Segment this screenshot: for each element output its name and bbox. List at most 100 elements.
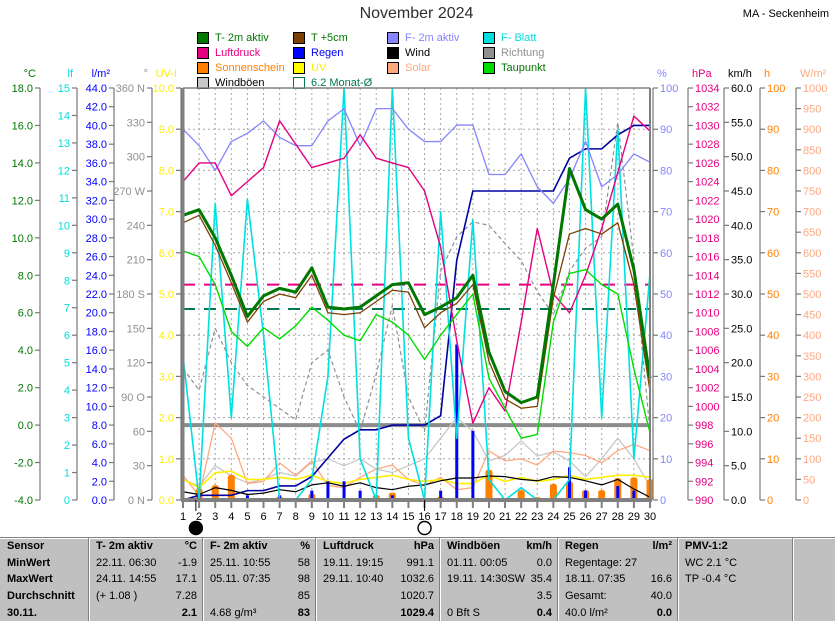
legend-label: 6.2 Monat-Ø — [311, 76, 373, 89]
lm2-tick-label: 22.0 — [86, 289, 107, 301]
x-day-label: 8 — [293, 511, 299, 523]
kmh-tick-label: 10.0 — [731, 426, 752, 438]
hpa-tick-label: 1034 — [695, 83, 719, 95]
x-day-label: 1 — [180, 511, 186, 523]
richtung-line — [182, 121, 651, 432]
legend-item-t-2m-aktiv: T- 2m aktiv — [197, 30, 293, 45]
table-cell-text: MinWert — [7, 556, 51, 569]
lf-tick-label: 15 — [58, 83, 70, 95]
table-cell-value: 85 — [297, 590, 310, 603]
x-day-label: 20 — [483, 511, 495, 523]
regen-bar — [616, 485, 620, 500]
h-tick-label: 70 — [767, 207, 779, 219]
table-row — [793, 555, 835, 572]
lm2-tick-label: 20.0 — [86, 308, 107, 320]
legend-swatch — [197, 61, 209, 74]
lm2-tick-label: 6.0 — [92, 439, 107, 451]
deg-tick-label: 90 O — [121, 392, 145, 404]
table-cell-value: -1.9 — [178, 556, 197, 569]
regen-bar — [584, 490, 588, 500]
legend-label: F- 2m aktiv — [405, 31, 460, 44]
x-day-label: 29 — [628, 511, 640, 523]
pct-tick-label: 30 — [660, 371, 672, 383]
sonnenschein-bar — [598, 490, 606, 500]
lm2-tick-label: 10.0 — [86, 401, 107, 413]
x-day-label: 14 — [386, 511, 398, 523]
uv-tick-label: 6.0 — [159, 248, 174, 260]
legend-item-sonnenschein: Sonnenschein — [197, 60, 293, 75]
hpa-axis-title: hPa — [692, 68, 712, 80]
wm2-tick-label: 900 — [803, 124, 821, 136]
table-cell-text: WC 2.1 °C — [685, 556, 738, 569]
kmh-axis-title: km/h — [728, 68, 752, 80]
regen-bar — [439, 490, 443, 500]
table-row: 24.11. 14:55 17.1 — [89, 571, 203, 588]
legend-item-windb-en: Windböen — [197, 75, 293, 90]
uv-tick-label: 5.0 — [159, 289, 174, 301]
lm2-tick-label: 18.0 — [86, 326, 107, 338]
legend-item-taupunkt: Taupunkt — [483, 60, 579, 75]
legend-item-t-5cm: T +5cm — [293, 30, 387, 45]
windboeen-line — [182, 416, 651, 487]
table-cell-text: 25.11. 10:55 — [210, 556, 271, 569]
wm2-tick-label: 0 — [803, 495, 809, 507]
h-axis-title: h — [764, 68, 770, 80]
hpa-tick-label: 998 — [695, 420, 713, 432]
table-cell-text: 01.11. 00:05 — [447, 556, 508, 569]
table-row: 05.11. 07:35 98 — [203, 571, 316, 588]
table-cell-text: T- 2m aktiv — [96, 540, 153, 553]
lf-tick-label: 8 — [64, 275, 70, 287]
legend-swatch — [387, 46, 399, 59]
table-col-pmv-1-2: PMV-1:2 WC 2.1 °C TP -0.4 °C — [677, 538, 793, 621]
uv-tick-label: 3.0 — [159, 371, 174, 383]
table-row: PMV-1:2 — [678, 538, 793, 555]
legend-label: F- Blatt — [501, 31, 537, 44]
lf-tick-label: 1 — [64, 468, 70, 480]
kmh-tick-label: 25.0 — [731, 323, 752, 335]
legend-swatch — [387, 61, 399, 74]
x-day-label: 15 — [402, 511, 414, 523]
x-day-label: 24 — [547, 511, 559, 523]
hpa-tick-label: 1018 — [695, 233, 719, 245]
table-cell-text: MaxWert — [7, 573, 53, 586]
x-day-label: 25 — [563, 511, 575, 523]
pct-tick-label: 50 — [660, 289, 672, 301]
lf-tick-label: 5 — [64, 358, 70, 370]
h-tick-label: 50 — [767, 289, 779, 301]
c-tick-label: -4.0 — [14, 495, 33, 507]
kmh-tick-label: 40.0 — [731, 220, 752, 232]
lf-tick-label: 7 — [64, 303, 70, 315]
pct-tick-label: 60 — [660, 248, 672, 260]
table-row: MaxWert — [0, 571, 88, 588]
deg-tick-label: 150 — [127, 323, 145, 335]
wm2-tick-label: 200 — [803, 413, 821, 425]
lm2-tick-label: 38.0 — [86, 139, 107, 151]
table-cell-text: 22.11. 06:30 — [96, 556, 157, 569]
legend-swatch — [293, 31, 305, 44]
c-tick-label: 8.0 — [18, 270, 33, 282]
c-axis-title: °C — [24, 68, 36, 80]
sonnenschein-bar — [549, 483, 557, 500]
table-cell-text: 19.11. 19:15 — [323, 556, 384, 569]
legend-swatch — [197, 46, 209, 59]
c-tick-label: 4.0 — [18, 345, 33, 357]
uv-tick-label: 2.0 — [159, 413, 174, 425]
x-day-label: 23 — [531, 511, 543, 523]
legend-label: Windböen — [215, 76, 265, 89]
h-tick-label: 60 — [767, 248, 779, 260]
table-row: Sensor — [0, 538, 88, 555]
table-row: 1020.7 — [316, 588, 440, 605]
x-day-label: 6 — [260, 511, 266, 523]
h-tick-label: 10 — [767, 454, 779, 466]
table-cell-value: 0.0 — [656, 606, 672, 619]
hpa-tick-label: 1002 — [695, 383, 719, 395]
h-tick-label: 90 — [767, 124, 779, 136]
kmh-tick-label: 0.0 — [731, 495, 746, 507]
table-cell-text: Gesamt: — [565, 590, 607, 603]
x-day-label: 2 — [196, 511, 202, 523]
table-cell-value: °C — [184, 540, 197, 553]
h-tick-label: 100 — [767, 83, 785, 95]
table-row: Regentage: 27 — [558, 555, 678, 572]
pct-tick-label: 100 — [660, 83, 678, 95]
